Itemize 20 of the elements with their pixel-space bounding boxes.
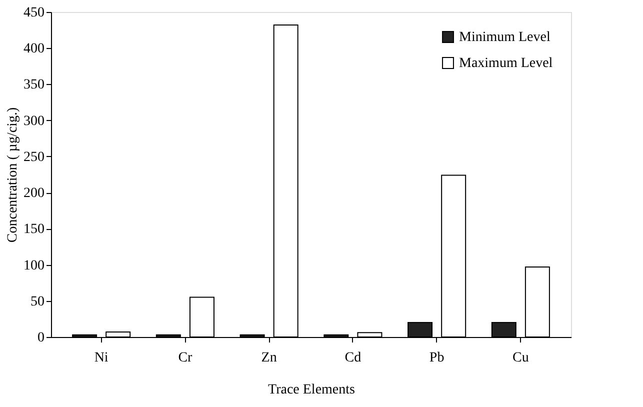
y-tick-label: 100 [24, 258, 44, 274]
y-tick-label: 50 [30, 294, 44, 310]
y-tick-label: 0 [38, 330, 44, 346]
x-tick-label: Ni [94, 350, 108, 366]
x-tick-label: Cr [178, 350, 193, 366]
y-axis-title: Concentration ( µg/cig.) [6, 107, 20, 243]
y-tick-label: 150 [24, 222, 44, 238]
y-tick-label: 250 [24, 150, 44, 165]
x-tick-label: Pb [429, 350, 444, 366]
x-tick-label: Zn [261, 350, 277, 366]
x-tick-label: Cd [344, 350, 362, 366]
y-tick-label: 400 [24, 42, 44, 57]
x-axis-title: Trace Elements [268, 382, 355, 398]
x-tick-label: Cu [512, 350, 529, 366]
legend-label: Maximum Level [459, 56, 553, 71]
y-tick-label: 200 [24, 186, 44, 202]
y-tick-label: 300 [24, 114, 44, 129]
y-tick-label: 350 [24, 78, 44, 93]
y-tick-label: 450 [24, 6, 44, 20]
legend-label: Minimum Level [459, 30, 550, 45]
